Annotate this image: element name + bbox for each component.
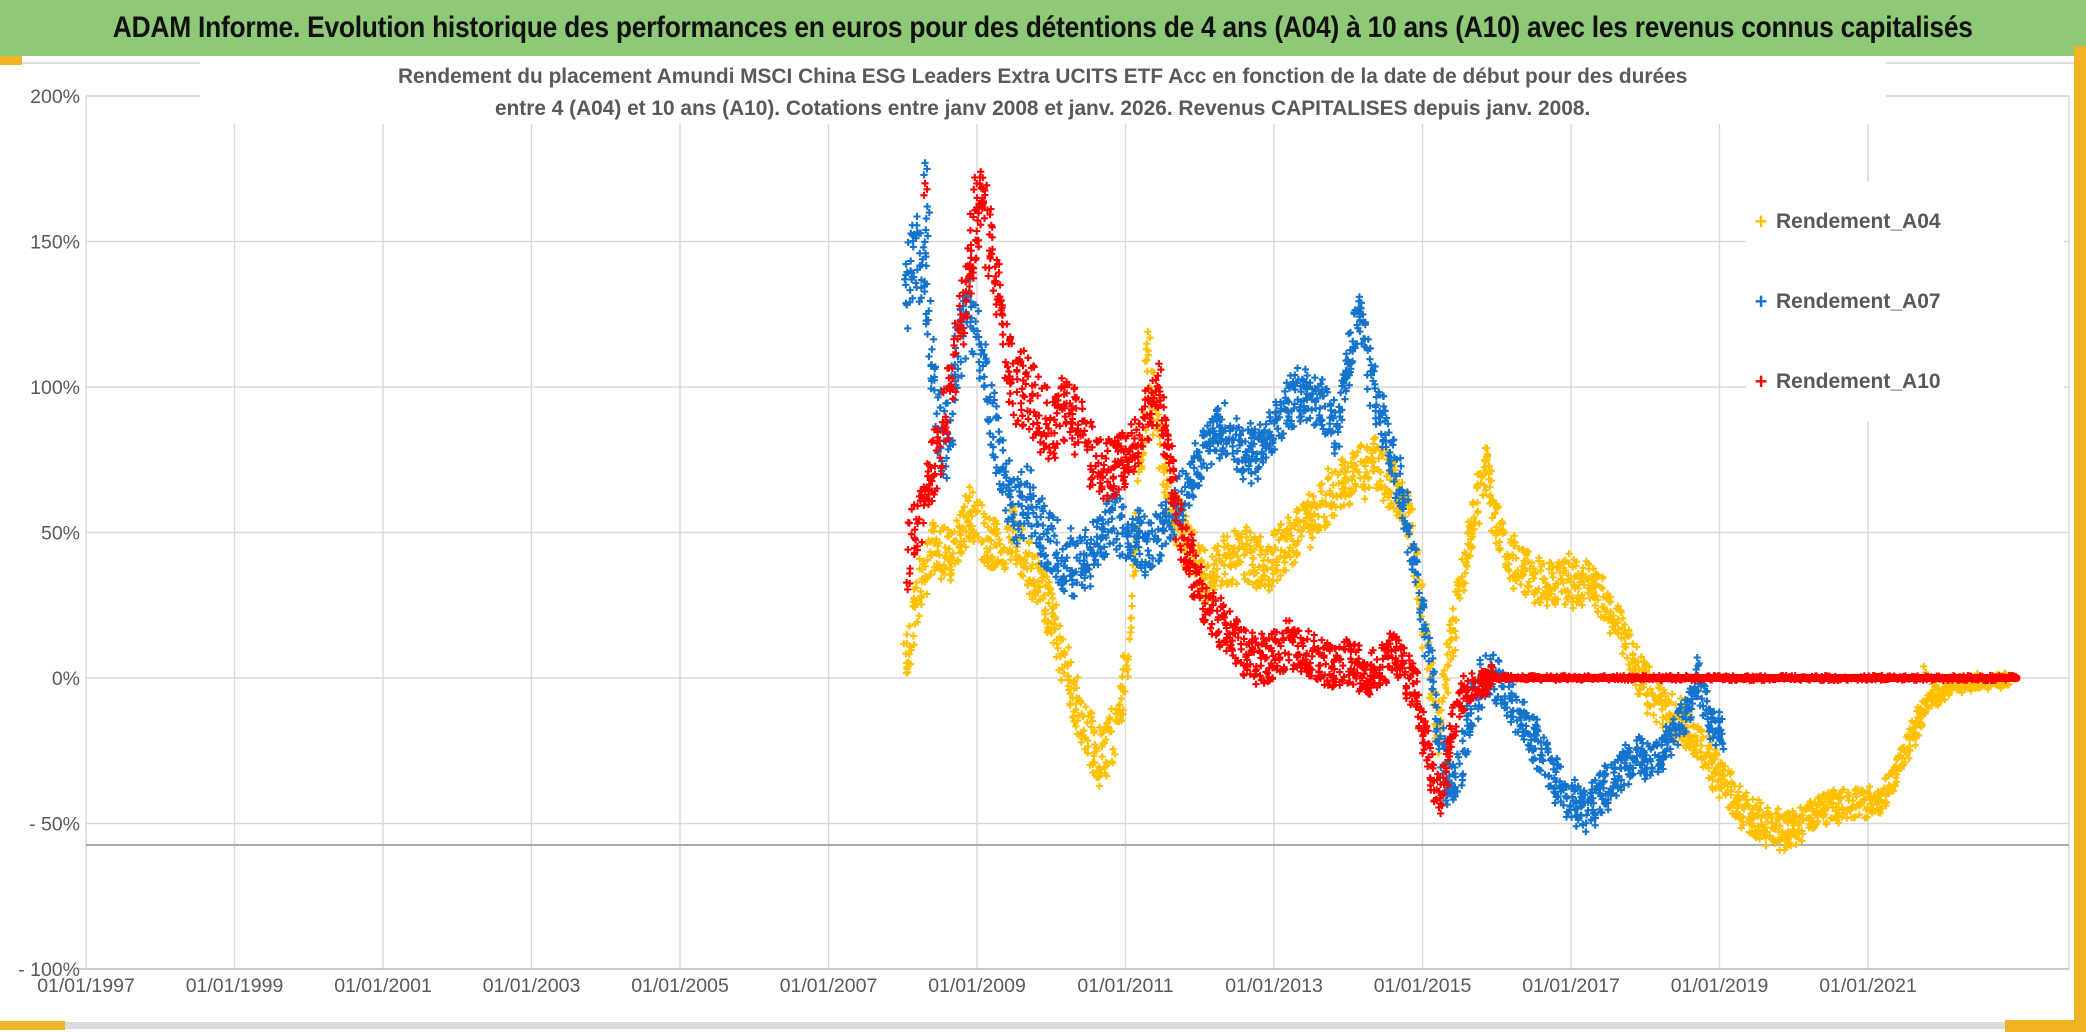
x-axis-tick-label: 01/01/2011 — [1077, 975, 1173, 997]
x-axis-tick-label: 01/01/2001 — [334, 975, 432, 997]
x-axis-tick-label: 01/01/2005 — [631, 975, 729, 997]
y-axis-tick-label: 150% — [30, 232, 80, 254]
legend-item-rendement-a07[interactable]: + Rendement_A07 — [1746, 289, 2064, 315]
chart-title: Rendement du placement Amundi MSCI China… — [200, 60, 1886, 124]
legend-label: Rendement_A04 — [1776, 210, 1941, 233]
chart-title-line1: Rendement du placement Amundi MSCI China… — [398, 64, 1688, 88]
x-axis-tick-label: 01/01/2021 — [1819, 975, 1917, 997]
y-axis-tick-label: - 50% — [29, 814, 80, 836]
gold-accent-bottom-left — [0, 1021, 65, 1030]
bottom-border — [65, 1022, 2055, 1029]
gold-accent-right-border — [2074, 46, 2086, 1032]
y-axis-tick-label: - 100% — [18, 959, 80, 981]
legend-item-rendement-a10[interactable]: + Rendement_A10 — [1746, 369, 2064, 395]
x-axis-tick-label: 01/01/2013 — [1225, 975, 1323, 997]
gold-accent-top-left — [0, 56, 22, 65]
y-axis-tick-label: 50% — [41, 523, 80, 545]
x-axis-tick-label: 01/01/2019 — [1671, 975, 1769, 997]
banner: ADAM Informe. Evolution historique des p… — [0, 0, 2086, 56]
banner-title: ADAM Informe. Evolution historique des p… — [113, 11, 1973, 44]
scatter-series-rendement_a10 — [903, 168, 2020, 818]
x-axis-tick-label: 01/01/2015 — [1374, 975, 1472, 997]
gold-accent-bottom-right — [2005, 1020, 2086, 1032]
x-axis-tick-label: 01/01/2017 — [1522, 975, 1620, 997]
x-axis-tick-label: 01/01/1999 — [186, 975, 284, 997]
x-axis-tick-label: 01/01/2009 — [928, 975, 1026, 997]
x-axis-tick-label: 01/01/2003 — [483, 975, 581, 997]
y-axis-tick-label: 100% — [30, 377, 80, 399]
plus-marker-icon: + — [1754, 369, 1768, 394]
y-axis-tick-label: 200% — [30, 86, 80, 108]
scatter-series-rendement_a07 — [901, 159, 1728, 836]
plus-marker-icon: + — [1754, 209, 1768, 234]
legend-label: Rendement_A07 — [1776, 290, 1941, 313]
legend-label: Rendement_A10 — [1776, 370, 1941, 393]
legend-item-rendement-a04[interactable]: + Rendement_A04 — [1746, 209, 2064, 235]
x-axis-tick-label: 01/01/2007 — [780, 975, 878, 997]
chart-title-line2: entre 4 (A04) et 10 ans (A10). Cotations… — [495, 96, 1591, 120]
x-axis-tick-label: 01/01/1997 — [37, 975, 135, 997]
y-axis-tick-label: 0% — [52, 668, 80, 690]
plus-marker-icon: + — [1754, 289, 1768, 314]
chart-legend: + Rendement_A04 + Rendement_A07 + Rendem… — [1746, 182, 2064, 422]
